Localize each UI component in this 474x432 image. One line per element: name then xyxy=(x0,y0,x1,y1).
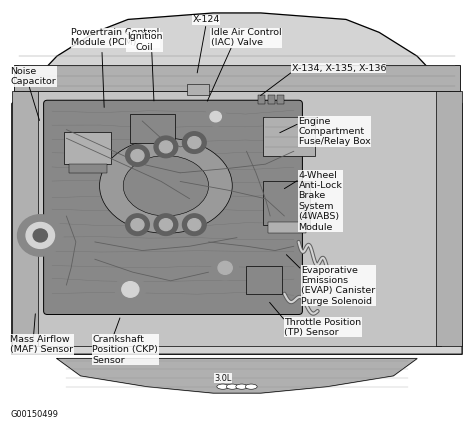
Text: 3.0L: 3.0L xyxy=(214,374,231,383)
Circle shape xyxy=(210,111,221,122)
Text: Ignition
Coil: Ignition Coil xyxy=(127,32,162,52)
Bar xyxy=(436,91,462,346)
Circle shape xyxy=(218,261,232,274)
Circle shape xyxy=(159,219,173,231)
Ellipse shape xyxy=(123,156,209,216)
Bar xyxy=(268,222,306,233)
Circle shape xyxy=(122,282,139,297)
Circle shape xyxy=(159,141,173,153)
Circle shape xyxy=(126,214,149,235)
Circle shape xyxy=(182,132,206,153)
Text: Evaporative
Emissions
(EVAP) Canister
Purge Solenoid: Evaporative Emissions (EVAP) Canister Pu… xyxy=(301,266,375,306)
Circle shape xyxy=(18,215,63,256)
Ellipse shape xyxy=(100,138,232,233)
Text: G00150499: G00150499 xyxy=(10,410,58,419)
Bar xyxy=(258,95,265,104)
Text: X-134, X-135, X-136: X-134, X-135, X-136 xyxy=(292,64,386,73)
Circle shape xyxy=(131,219,144,231)
Circle shape xyxy=(188,137,201,149)
Circle shape xyxy=(182,214,206,235)
Bar xyxy=(268,95,275,104)
Circle shape xyxy=(188,219,201,231)
Circle shape xyxy=(212,256,238,280)
Circle shape xyxy=(154,136,178,158)
Text: Idle Air Control
(IAC) Valve: Idle Air Control (IAC) Valve xyxy=(211,28,282,48)
Text: Mass Airflow
(MAF) Sensor: Mass Airflow (MAF) Sensor xyxy=(10,335,73,354)
Circle shape xyxy=(33,229,47,242)
Circle shape xyxy=(26,222,55,248)
Text: Noise
Capacitor: Noise Capacitor xyxy=(10,67,56,86)
Polygon shape xyxy=(57,359,417,393)
Bar xyxy=(277,95,284,104)
Bar xyxy=(33,91,441,346)
Polygon shape xyxy=(12,13,462,354)
Bar xyxy=(12,91,38,346)
Bar xyxy=(64,132,111,164)
Text: 4-Wheel
Anti-Lock
Brake
System
(4WABS)
Module: 4-Wheel Anti-Lock Brake System (4WABS) M… xyxy=(299,171,343,232)
FancyBboxPatch shape xyxy=(44,100,302,314)
Circle shape xyxy=(205,107,226,126)
Bar xyxy=(130,114,175,143)
Bar xyxy=(14,65,460,91)
Ellipse shape xyxy=(226,384,238,389)
Circle shape xyxy=(131,149,144,162)
Ellipse shape xyxy=(217,384,229,389)
Text: X-124: X-124 xyxy=(192,15,220,24)
Text: Engine
Compartment
Fuse/Relay Box: Engine Compartment Fuse/Relay Box xyxy=(299,117,370,146)
Circle shape xyxy=(126,145,149,166)
Circle shape xyxy=(154,214,178,235)
Bar xyxy=(246,266,282,294)
Ellipse shape xyxy=(246,384,257,389)
Bar xyxy=(263,181,310,225)
Circle shape xyxy=(115,276,146,303)
Text: Crankshaft
Position (CKP)
Sensor: Crankshaft Position (CKP) Sensor xyxy=(92,335,158,365)
Bar xyxy=(187,84,209,95)
Ellipse shape xyxy=(236,384,247,389)
Bar xyxy=(263,117,315,156)
Bar xyxy=(69,164,107,173)
Text: Powertrain Control
Module (PCM): Powertrain Control Module (PCM) xyxy=(71,28,159,48)
Text: Throttle Position
(TP) Sensor: Throttle Position (TP) Sensor xyxy=(284,318,362,337)
